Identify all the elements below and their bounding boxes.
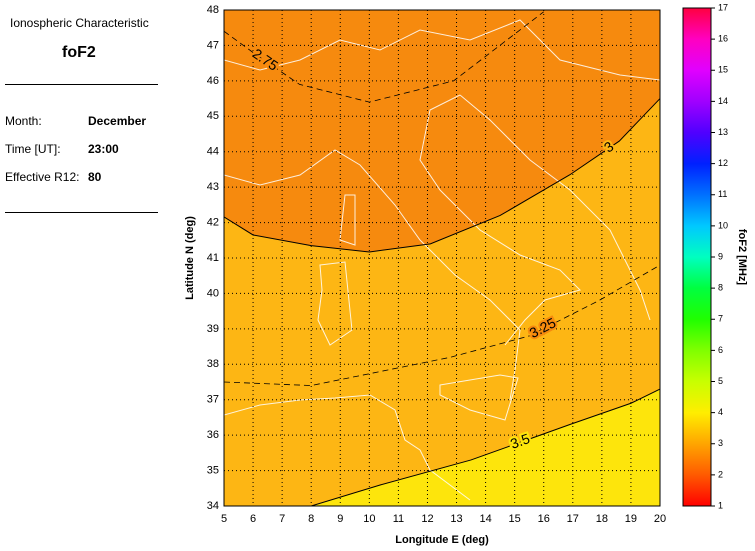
colorbar-tick-label: 13 [718, 127, 728, 137]
y-tick-label: 43 [207, 181, 219, 193]
colorbar-tick-label: 4 [718, 407, 723, 417]
colorbar-label: foF2 [MHz] [736, 229, 748, 286]
contour-fill [311, 389, 660, 506]
colorbar-tick-label: 12 [718, 158, 728, 168]
contour-line [224, 11, 544, 103]
colorbar-tick-label: 15 [718, 65, 728, 75]
y-tick-label: 35 [207, 464, 219, 476]
y-tick-label: 38 [207, 358, 219, 370]
colorbar-tick-label: 3 [718, 438, 723, 448]
colorbar-tick-label: 9 [718, 251, 723, 261]
x-tick-label: 5 [221, 513, 227, 525]
x-tick-label: 8 [308, 513, 314, 525]
row-value: December [88, 114, 147, 128]
y-tick-label: 42 [207, 216, 219, 228]
x-axis-label: Longitude E (deg) [395, 534, 489, 546]
contour-fill [224, 98, 660, 506]
row-value: 23:00 [88, 142, 119, 156]
x-tick-label: 10 [363, 513, 375, 525]
row-label: Month: [5, 114, 42, 128]
plot-frame [223, 9, 661, 507]
x-tick-label: 18 [596, 513, 608, 525]
x-tick-label: 14 [479, 513, 491, 525]
row-label: Time [UT]: [5, 142, 61, 156]
x-tick-label: 15 [509, 513, 521, 525]
y-tick-label: 39 [207, 323, 219, 335]
contour-line [311, 388, 660, 506]
colorbar-tick-label: 10 [718, 220, 728, 230]
x-tick-label: 7 [279, 513, 285, 525]
panel-title: foF2 [62, 44, 96, 61]
y-tick-label: 47 [207, 39, 219, 51]
x-tick-label: 13 [450, 513, 462, 525]
y-tick-label: 37 [207, 394, 219, 406]
y-tick-label: 36 [207, 429, 219, 441]
contour-line [224, 98, 660, 253]
colorbar-tick-label: 17 [718, 2, 728, 12]
y-tick-label: 45 [207, 110, 219, 122]
colorbar-tick-label: 2 [718, 469, 723, 479]
row-label: Effective R12: [5, 170, 80, 184]
divider [5, 84, 158, 85]
colorbar-tick-label: 7 [718, 314, 723, 324]
x-tick-label: 16 [538, 513, 550, 525]
colorbar-tick-label: 5 [718, 376, 723, 386]
colorbar-tick-label: 16 [718, 34, 728, 44]
x-tick-label: 19 [625, 513, 637, 525]
colorbar-tick-label: 6 [718, 345, 723, 355]
y-axis-label: Latitude N (deg) [184, 216, 196, 300]
colorbar [682, 7, 712, 507]
y-tick-label: 48 [207, 4, 219, 16]
colorbar-tick-label: 8 [718, 283, 723, 293]
colorbar-tick-label: 11 [718, 189, 727, 199]
colorbar-tick-label: 1 [718, 500, 723, 510]
x-tick-label: 9 [337, 513, 343, 525]
y-tick-label: 44 [207, 146, 219, 158]
colorbar-tick-label: 14 [718, 96, 728, 106]
divider [5, 212, 158, 213]
x-tick-label: 11 [393, 513, 404, 525]
y-tick-label: 46 [207, 75, 219, 87]
x-tick-label: 12 [421, 513, 433, 525]
row-value: 80 [88, 170, 102, 184]
x-tick-label: 20 [654, 513, 666, 525]
y-tick-label: 40 [207, 287, 219, 299]
panel-subtitle: Ionospheric Characteristic [10, 16, 149, 30]
y-tick-label: 41 [207, 252, 219, 264]
coastlines [224, 19, 660, 501]
x-tick-label: 6 [250, 513, 256, 525]
x-tick-label: 17 [567, 513, 579, 525]
y-tick-label: 34 [207, 500, 219, 512]
